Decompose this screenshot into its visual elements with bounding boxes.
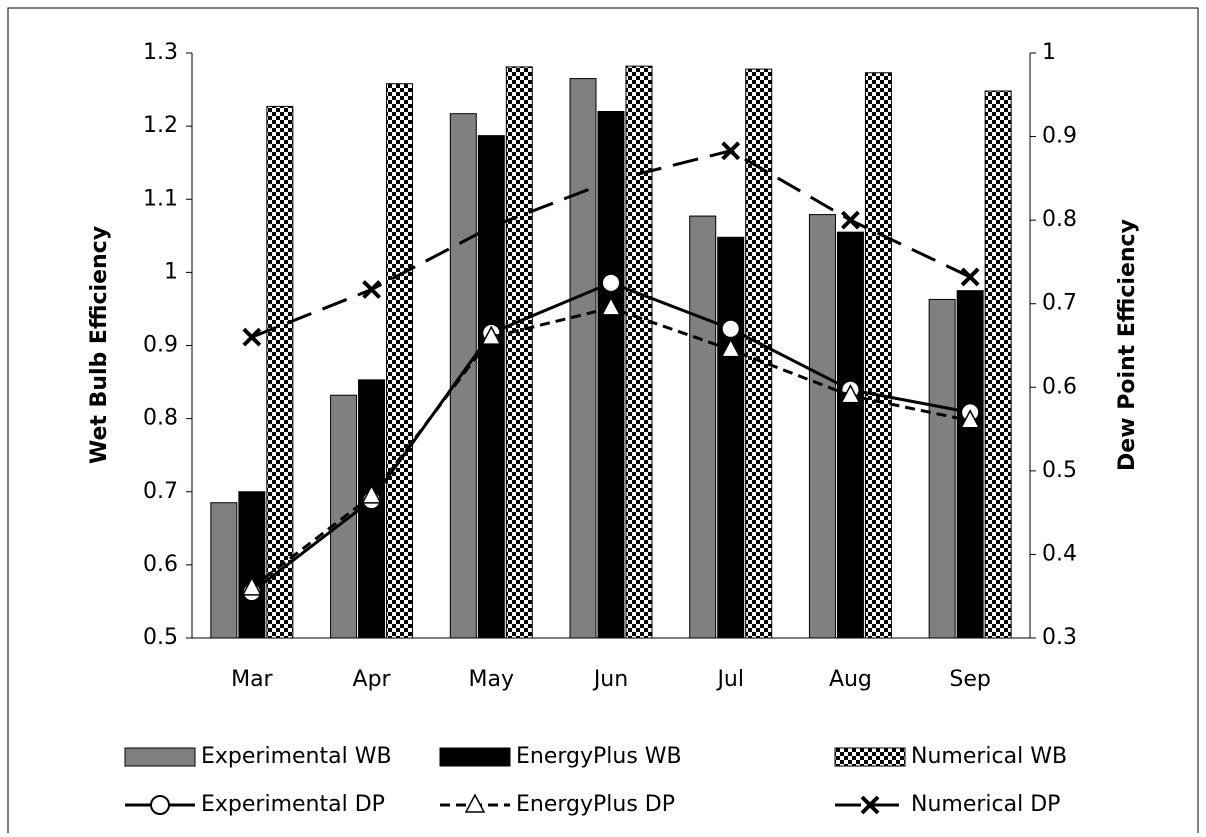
y-tick-label: 1.2 — [143, 113, 178, 138]
x-tick-label: Jul — [715, 667, 744, 692]
bar — [836, 231, 864, 639]
chart-border — [7, 7, 1199, 837]
y-tick-label: 0.6 — [143, 552, 178, 577]
y-tick-label: 1.3 — [143, 40, 178, 65]
marker — [601, 272, 621, 293]
marker — [361, 484, 382, 504]
y2-tick-label: 0.8 — [1042, 207, 1077, 232]
legend-swatch — [834, 747, 906, 767]
marker — [860, 795, 880, 815]
marker — [481, 217, 501, 237]
marker — [601, 171, 621, 191]
y2-tick-label: 0.4 — [1042, 541, 1077, 566]
marker — [150, 795, 170, 815]
bar — [956, 290, 984, 639]
bar — [386, 83, 414, 639]
x-tick-label: Jun — [592, 667, 628, 692]
legend-label: EnergyPlus WB — [516, 744, 682, 769]
marker — [600, 296, 622, 316]
x-tick-label: Aug — [829, 667, 872, 692]
bar — [808, 214, 836, 639]
marker — [960, 267, 980, 287]
marker — [959, 409, 981, 429]
legend-label: EnergyPlus DP — [516, 792, 675, 817]
y-tick-label: 0.9 — [143, 333, 178, 358]
legend-swatch — [124, 747, 196, 767]
y2-tick-label: 0.5 — [1042, 458, 1077, 483]
y-tick-label: 0.5 — [143, 625, 178, 650]
bar — [928, 298, 956, 639]
legend-label: Numerical WB — [911, 744, 1067, 769]
y-tick-label: 0.7 — [143, 479, 178, 504]
bar — [266, 105, 294, 639]
marker — [481, 325, 502, 345]
marker — [362, 280, 381, 299]
y2-tick-label: 0.7 — [1042, 291, 1077, 316]
y-tick-label: 1.1 — [143, 186, 178, 211]
bar — [984, 90, 1012, 639]
marker — [841, 210, 860, 230]
x-tick-label: Mar — [231, 667, 273, 692]
bar — [477, 135, 505, 639]
y2-axis-title: Dew Point Efficiency — [1115, 219, 1140, 471]
bar — [597, 111, 625, 639]
bar — [745, 68, 773, 639]
y2-tick-label: 0.6 — [1042, 374, 1077, 399]
y2-tick-label: 0.9 — [1042, 124, 1077, 149]
x-tick-label: Sep — [949, 667, 990, 692]
y-tick-label: 1 — [164, 259, 178, 284]
x-tick-label: Apr — [353, 667, 392, 692]
bar — [505, 66, 533, 639]
marker — [464, 793, 486, 813]
bar — [689, 215, 717, 639]
legend-label: Experimental WB — [201, 744, 392, 769]
legend-swatch — [439, 747, 511, 767]
y-tick-label: 0.8 — [143, 406, 178, 431]
bar — [625, 65, 653, 639]
bar — [864, 72, 892, 639]
marker — [721, 141, 741, 161]
marker — [840, 384, 861, 404]
y2-tick-label: 1 — [1042, 40, 1056, 65]
marker — [720, 318, 741, 339]
y-axis-title: Wet Bulb Efficiency — [87, 226, 112, 464]
bar — [210, 502, 238, 639]
marker — [720, 338, 741, 358]
y2-tick-label: 0.3 — [1042, 625, 1077, 650]
marker — [241, 576, 263, 596]
x-tick-label: May — [469, 667, 514, 692]
marker — [242, 327, 262, 347]
legend-label: Experimental DP — [201, 792, 385, 817]
bar — [569, 78, 597, 639]
bar — [449, 113, 477, 639]
legend-label: Numerical DP — [911, 792, 1060, 817]
bar — [238, 491, 266, 639]
bar — [717, 236, 745, 639]
